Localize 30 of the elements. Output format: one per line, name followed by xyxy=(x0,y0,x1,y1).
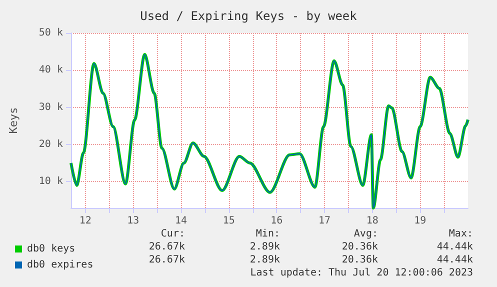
x-tick-label: 15 xyxy=(222,216,235,226)
text: 2.89k xyxy=(250,254,280,266)
text: Min: xyxy=(256,228,280,240)
text: 44.44k xyxy=(436,242,473,252)
text: 20.36k xyxy=(342,242,378,252)
text: Avg: xyxy=(354,228,378,240)
y-tick-label: 30 k xyxy=(38,102,63,113)
y-tick-label: 40 k xyxy=(38,64,63,76)
text: Last update: Thu Jul 20 12:00:06 2023 xyxy=(250,268,474,278)
y-tick-label: 10 k xyxy=(38,176,63,188)
y-axis-title: Keys xyxy=(7,107,20,134)
legend-label: db0 keys xyxy=(27,244,76,254)
text: Max: xyxy=(448,228,473,240)
x-tick-label: 19 xyxy=(414,216,426,226)
text: 2.89k xyxy=(250,242,280,252)
text: 26.67k xyxy=(148,242,185,252)
text: Cur: xyxy=(160,228,185,240)
text: 26.67k xyxy=(148,254,185,266)
x-tick-label: 17 xyxy=(318,216,331,226)
legend-label: db0 expires xyxy=(27,260,94,270)
y-tick-label: 20 k xyxy=(38,138,63,150)
x-tick-label: 16 xyxy=(270,216,283,226)
text: 20.36k xyxy=(342,254,378,266)
x-tick-label: 12 xyxy=(79,216,92,226)
chart-title: Used / Expiring Keys - by week xyxy=(140,9,358,23)
y-tick-label: 50 k xyxy=(38,28,63,38)
x-tick-label: 14 xyxy=(174,216,188,226)
x-tick-label: 18 xyxy=(366,216,378,226)
text: 44.44k xyxy=(436,254,473,266)
x-tick-label: 13 xyxy=(127,216,140,226)
